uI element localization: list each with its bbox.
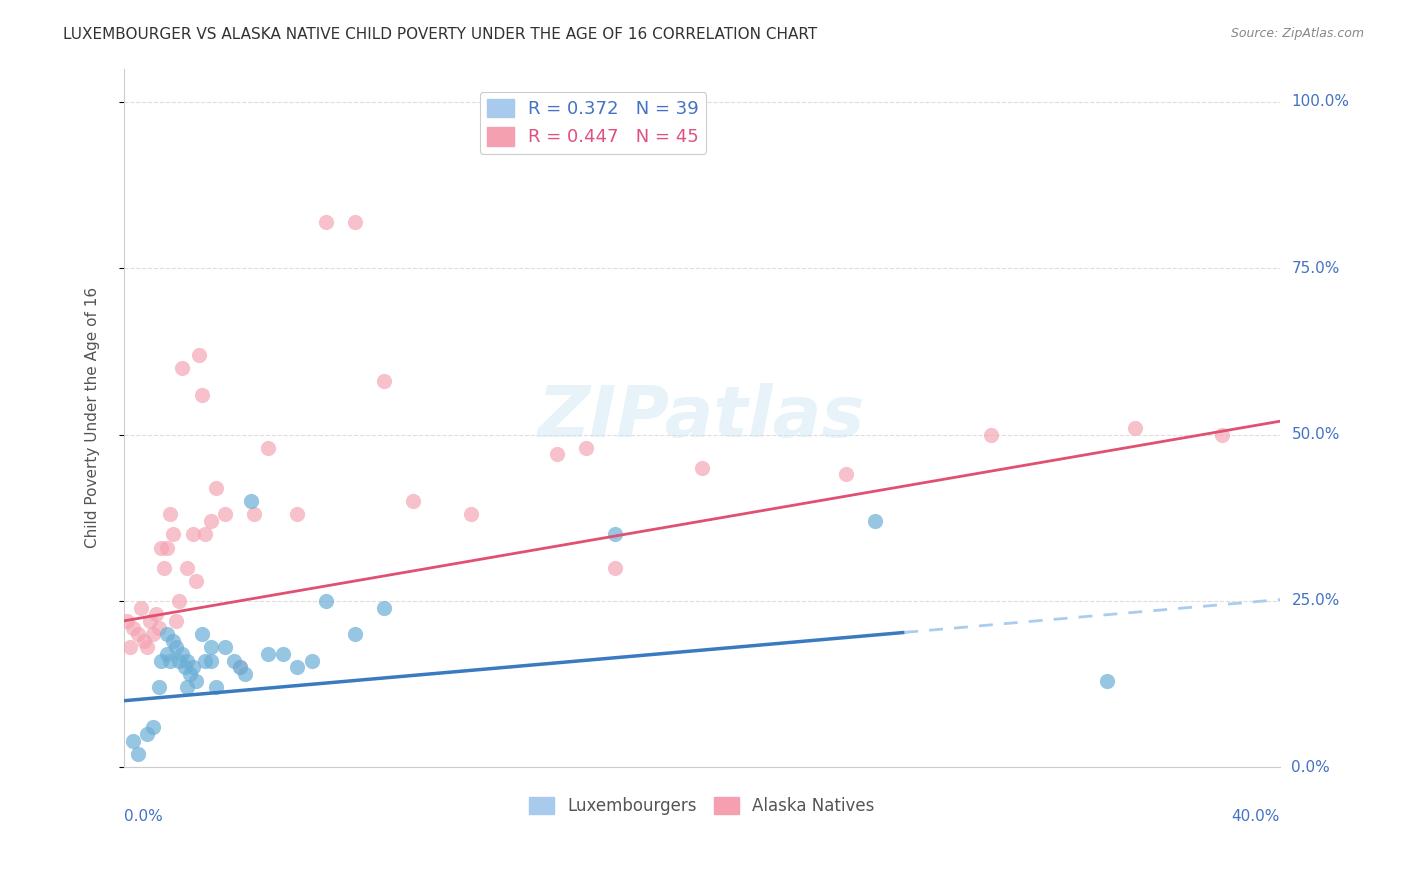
Point (228, 660, 250, 674)
Point (127, 747, 149, 761)
Point (344, 627, 367, 641)
Point (200, 640, 222, 655)
Point (285, 508, 308, 522)
Point (148, 620, 170, 634)
Point (176, 560, 198, 574)
Point (153, 560, 176, 574)
Point (233, 667, 256, 681)
Point (170, 361, 193, 376)
Point (214, 640, 236, 655)
Point (176, 654, 198, 668)
Point (205, 681, 228, 695)
Point (191, 627, 214, 641)
Point (402, 494, 425, 508)
Point (181, 660, 204, 674)
Text: 75.0%: 75.0% (1292, 260, 1340, 276)
Point (980, 427, 1002, 442)
Point (575, 441, 598, 455)
Text: 100.0%: 100.0% (1292, 95, 1350, 110)
Point (257, 441, 280, 455)
Point (373, 600, 395, 615)
Point (181, 527, 204, 541)
Point (121, 620, 143, 634)
Point (127, 627, 149, 641)
Point (240, 494, 263, 508)
Point (136, 640, 159, 655)
Point (373, 374, 395, 388)
Point (186, 574, 208, 588)
Point (148, 681, 170, 695)
Point (257, 647, 280, 661)
Point (142, 627, 165, 641)
Point (167, 654, 190, 668)
Point (690, 460, 713, 475)
Point (118, 640, 141, 655)
Point (150, 654, 173, 668)
Text: 50.0%: 50.0% (1292, 427, 1340, 442)
Point (1125, 421, 1147, 435)
Legend: Luxembourgers, Alaska Natives: Luxembourgers, Alaska Natives (523, 790, 882, 822)
Point (200, 514, 222, 528)
Point (186, 673, 208, 688)
Point (301, 654, 323, 668)
Point (139, 614, 162, 628)
Point (156, 627, 179, 641)
Point (605, 560, 627, 574)
Point (1211, 427, 1233, 442)
Point (188, 348, 211, 362)
Point (605, 527, 627, 541)
Point (344, 214, 367, 228)
Point (156, 647, 179, 661)
Point (315, 594, 337, 608)
Point (170, 647, 193, 661)
Point (145, 607, 167, 622)
Text: 25.0%: 25.0% (1292, 593, 1340, 608)
Point (165, 614, 187, 628)
Point (134, 633, 156, 648)
Point (173, 660, 195, 674)
Point (228, 660, 250, 674)
Point (165, 640, 187, 655)
Point (243, 508, 266, 522)
Text: ZIPatlas: ZIPatlas (538, 384, 866, 452)
Point (156, 541, 179, 555)
Point (167, 594, 190, 608)
Point (162, 527, 184, 541)
Point (205, 481, 228, 495)
Point (315, 214, 337, 228)
Point (865, 514, 887, 528)
Point (285, 660, 308, 674)
Point (194, 654, 217, 668)
Point (115, 614, 138, 628)
Text: Source: ZipAtlas.com: Source: ZipAtlas.com (1230, 27, 1364, 40)
Y-axis label: Child Poverty Under the Age of 16: Child Poverty Under the Age of 16 (86, 287, 100, 549)
Text: 0.0%: 0.0% (1292, 760, 1330, 775)
Point (129, 600, 152, 615)
Point (159, 654, 181, 668)
Text: 0.0%: 0.0% (124, 809, 163, 824)
Text: 40.0%: 40.0% (1232, 809, 1279, 824)
Point (121, 733, 143, 747)
Point (546, 448, 568, 462)
Point (179, 667, 201, 681)
Point (136, 727, 159, 741)
Point (200, 654, 222, 668)
Point (835, 467, 858, 482)
Point (142, 720, 165, 734)
Point (191, 387, 214, 401)
Point (162, 633, 184, 648)
Point (214, 508, 236, 522)
Point (159, 508, 181, 522)
Point (150, 541, 173, 555)
Text: LUXEMBOURGER VS ALASKA NATIVE CHILD POVERTY UNDER THE AGE OF 16 CORRELATION CHAR: LUXEMBOURGER VS ALASKA NATIVE CHILD POVE… (63, 27, 817, 42)
Point (460, 508, 482, 522)
Point (1095, 673, 1118, 688)
Point (222, 654, 245, 668)
Point (271, 647, 294, 661)
Point (176, 681, 198, 695)
Point (194, 527, 217, 541)
